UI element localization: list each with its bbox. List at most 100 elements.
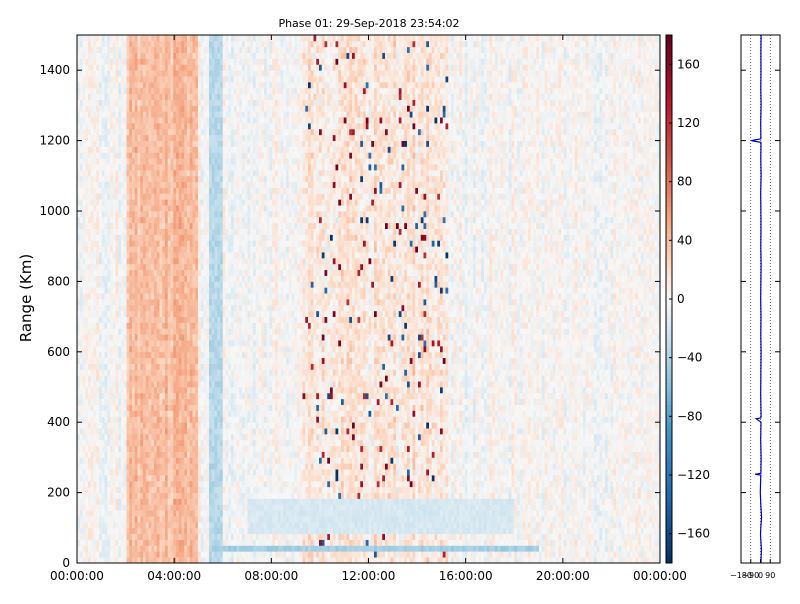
- heatmap-cell: [176, 381, 179, 387]
- heatmap-cell: [107, 270, 110, 276]
- heatmap-cell: [143, 551, 146, 557]
- heatmap-cell: [162, 393, 165, 399]
- heatmap-cell: [228, 498, 231, 504]
- heatmap-cell: [160, 299, 163, 305]
- heatmap-cell: [154, 422, 157, 428]
- heatmap-cell: [129, 211, 132, 217]
- heatmap-cell: [209, 545, 212, 551]
- heatmap-cell: [80, 205, 83, 211]
- heatmap-cell: [162, 176, 165, 182]
- heatmap-cell: [88, 322, 91, 328]
- heatmap-cell: [127, 141, 130, 147]
- heatmap-cell: [226, 463, 229, 469]
- heatmap-cell: [171, 188, 174, 194]
- heatmap-cell: [220, 481, 223, 487]
- heatmap-cell: [217, 100, 220, 106]
- heatmap-cell: [212, 111, 215, 117]
- heatmap-cell: [173, 510, 176, 516]
- heatmap-cell: [105, 164, 108, 170]
- heatmap-cell: [127, 311, 130, 317]
- heatmap-cell: [184, 223, 187, 229]
- heatmap-cell: [124, 105, 127, 111]
- heatmap-cell: [116, 234, 119, 240]
- heatmap-cell: [151, 334, 154, 340]
- heatmap-cell: [195, 152, 198, 158]
- heatmap-cell: [116, 88, 119, 94]
- heatmap-cell: [187, 100, 190, 106]
- heatmap-cell: [116, 229, 119, 235]
- heatmap-cell: [217, 481, 220, 487]
- heatmap-cell: [105, 534, 108, 540]
- heatmap-cell: [88, 170, 91, 176]
- heatmap-cell: [138, 258, 141, 264]
- heatmap-cell: [105, 293, 108, 299]
- heatmap-cell: [83, 240, 86, 246]
- heatmap-cell: [215, 457, 218, 463]
- heatmap-cell: [151, 35, 154, 41]
- heatmap-cell: [146, 100, 149, 106]
- heatmap-cell: [88, 545, 91, 551]
- heatmap-cell: [80, 422, 83, 428]
- heatmap-cell: [91, 540, 94, 546]
- heatmap-cell: [140, 540, 143, 546]
- heatmap-cell: [190, 281, 193, 287]
- heatmap-cell: [198, 322, 201, 328]
- heatmap-cell: [162, 252, 165, 258]
- heatmap-cell: [206, 141, 209, 147]
- heatmap-cell: [85, 217, 88, 223]
- heatmap-cell: [132, 240, 135, 246]
- heatmap-cell: [85, 446, 88, 452]
- heatmap-cell: [182, 557, 185, 563]
- heatmap-cell: [88, 158, 91, 164]
- heatmap-cell: [168, 346, 171, 352]
- heatmap-cell: [168, 522, 171, 528]
- heatmap-cell: [96, 170, 99, 176]
- heatmap-cell: [132, 76, 135, 82]
- heatmap-cell: [110, 375, 113, 381]
- heatmap-cell: [206, 41, 209, 47]
- heatmap-cell: [91, 528, 94, 534]
- heatmap-cell: [102, 334, 105, 340]
- heatmap-cell: [215, 246, 218, 252]
- heatmap-cell: [168, 457, 171, 463]
- heatmap-cell: [149, 217, 152, 223]
- heatmap-cell: [113, 70, 116, 76]
- heatmap-cell: [157, 498, 160, 504]
- heatmap-cell: [96, 305, 99, 311]
- heatmap-cell: [91, 170, 94, 176]
- heatmap-cell: [212, 457, 215, 463]
- heatmap-cell: [121, 551, 124, 557]
- heatmap-cell: [149, 117, 152, 123]
- heatmap-cell: [165, 434, 168, 440]
- heatmap-cell: [105, 182, 108, 188]
- heatmap-cell: [160, 123, 163, 129]
- heatmap-cell: [105, 446, 108, 452]
- heatmap-cell: [193, 129, 196, 135]
- heatmap-cell: [187, 240, 190, 246]
- heatmap-cell: [217, 463, 220, 469]
- heatmap-cell: [226, 193, 229, 199]
- heatmap-cell: [83, 287, 86, 293]
- heatmap-cell: [154, 270, 157, 276]
- heatmap-cell: [94, 475, 97, 481]
- heatmap-cell: [110, 311, 113, 317]
- heatmap-cell: [140, 94, 143, 100]
- heatmap-cell: [176, 446, 179, 452]
- heatmap-cell: [83, 463, 86, 469]
- heatmap-cell: [171, 481, 174, 487]
- heatmap-cell: [184, 264, 187, 270]
- heatmap-cell: [173, 141, 176, 147]
- heatmap-cell: [206, 223, 209, 229]
- heatmap-cell: [121, 510, 124, 516]
- heatmap-cell: [206, 393, 209, 399]
- heatmap-cell: [187, 164, 190, 170]
- heatmap-cell: [157, 293, 160, 299]
- heatmap-cell: [127, 53, 130, 59]
- heatmap-cell: [107, 346, 110, 352]
- heatmap-cell: [149, 422, 152, 428]
- heatmap-cell: [193, 258, 196, 264]
- heatmap-cell: [129, 146, 132, 152]
- heatmap-cell: [182, 281, 185, 287]
- heatmap-cell: [184, 276, 187, 282]
- heatmap-cell: [215, 105, 218, 111]
